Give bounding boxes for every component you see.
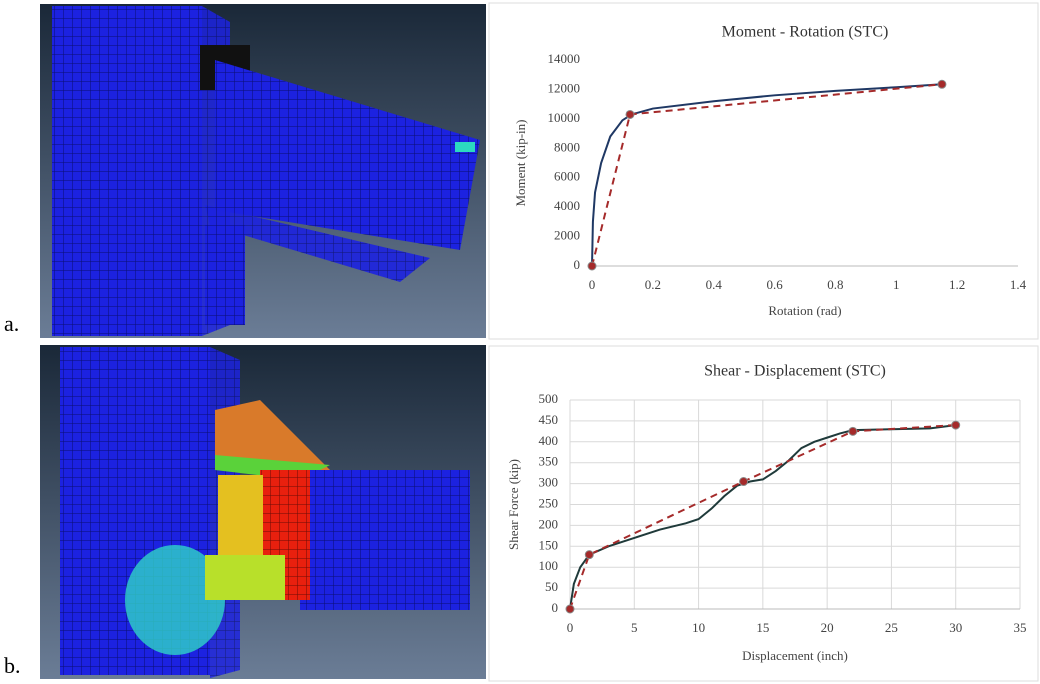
data-point <box>565 604 575 614</box>
y-tick-label: 4000 <box>554 198 580 213</box>
y-tick-label: 100 <box>539 558 559 573</box>
x-tick-label: 10 <box>692 620 705 635</box>
chart-title: Shear - Displacement (STC) <box>704 363 886 380</box>
x-tick-label: 35 <box>1014 620 1027 635</box>
x-axis-label: Rotation (rad) <box>768 303 841 318</box>
y-tick-label: 400 <box>539 433 559 448</box>
x-tick-label: 15 <box>756 620 769 635</box>
y-tick-label: 8000 <box>554 139 580 154</box>
data-point <box>587 261 597 271</box>
x-tick-label: 0.4 <box>706 277 723 292</box>
fea-model-a <box>40 4 486 338</box>
y-tick-label: 10000 <box>548 110 581 125</box>
data-point <box>739 477 749 487</box>
y-tick-label: 14000 <box>548 51 581 66</box>
x-tick-label: 0 <box>567 620 574 635</box>
x-tick-label: 20 <box>821 620 834 635</box>
y-tick-label: 0 <box>552 600 559 615</box>
chart-title: Moment - Rotation (STC) <box>722 24 889 41</box>
y-tick-label: 12000 <box>548 80 581 95</box>
x-axis-label: Displacement (inch) <box>742 648 848 663</box>
y-tick-label: 6000 <box>554 169 580 184</box>
y-axis-label: Shear Force (kip) <box>506 459 521 550</box>
y-tick-label: 2000 <box>554 228 580 243</box>
y-tick-label: 350 <box>539 454 559 469</box>
x-tick-label: 0 <box>589 277 596 292</box>
y-tick-label: 150 <box>539 537 559 552</box>
y-tick-label: 300 <box>539 475 559 490</box>
data-point <box>848 426 858 436</box>
x-tick-label: 1.4 <box>1010 277 1027 292</box>
chart-frame <box>488 2 1039 340</box>
x-tick-label: 5 <box>631 620 638 635</box>
x-tick-label: 1 <box>893 277 900 292</box>
panel-label: b. <box>4 653 21 678</box>
y-tick-label: 0 <box>574 257 581 272</box>
fea-model-b <box>40 345 486 679</box>
data-point <box>951 420 961 430</box>
data-point <box>937 79 947 89</box>
y-axis-label: Moment (kip-in) <box>513 119 528 206</box>
chart-frame <box>488 345 1039 682</box>
y-tick-label: 200 <box>539 516 559 531</box>
data-line <box>591 83 942 267</box>
y-tick-label: 500 <box>539 391 559 406</box>
x-tick-label: 0.2 <box>645 277 661 292</box>
x-tick-label: 25 <box>885 620 898 635</box>
y-tick-label: 450 <box>539 412 559 427</box>
x-tick-label: 1.2 <box>949 277 965 292</box>
y-tick-label: 250 <box>539 495 559 510</box>
y-tick-label: 50 <box>545 579 558 594</box>
x-tick-label: 30 <box>949 620 962 635</box>
panel-label: a. <box>4 311 19 336</box>
data-point <box>584 550 594 560</box>
data-point <box>625 109 635 119</box>
x-tick-label: 0.8 <box>827 277 843 292</box>
x-tick-label: 0.6 <box>766 277 783 292</box>
